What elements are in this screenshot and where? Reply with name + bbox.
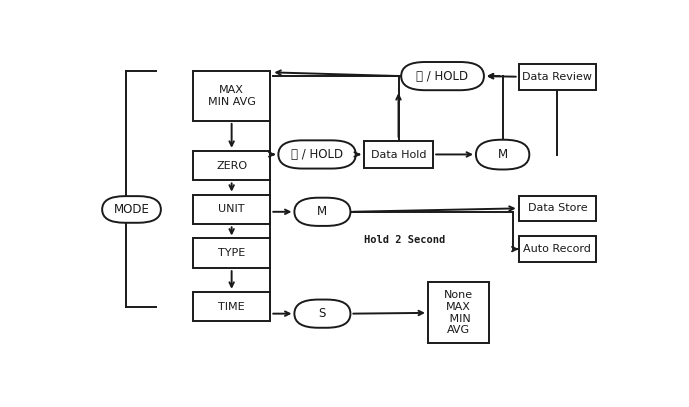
FancyBboxPatch shape <box>294 300 351 328</box>
FancyBboxPatch shape <box>401 62 484 90</box>
Text: Data Hold: Data Hold <box>371 150 426 160</box>
FancyBboxPatch shape <box>294 198 351 226</box>
FancyBboxPatch shape <box>476 140 529 169</box>
Text: M: M <box>497 148 508 161</box>
Text: S: S <box>319 307 326 320</box>
Text: ⏻ / HOLD: ⏻ / HOLD <box>291 148 343 161</box>
Text: ⏻ / HOLD: ⏻ / HOLD <box>416 70 469 83</box>
FancyBboxPatch shape <box>428 282 489 344</box>
Text: MODE: MODE <box>114 203 150 216</box>
Text: Data Store: Data Store <box>528 204 587 213</box>
FancyBboxPatch shape <box>193 151 270 180</box>
FancyBboxPatch shape <box>193 195 270 224</box>
Text: MAX
MIN AVG: MAX MIN AVG <box>207 85 256 107</box>
FancyBboxPatch shape <box>519 195 596 221</box>
FancyBboxPatch shape <box>519 236 596 262</box>
Text: TIME: TIME <box>218 302 245 312</box>
FancyBboxPatch shape <box>193 71 270 121</box>
Text: Data Review: Data Review <box>522 72 593 82</box>
Text: Auto Record: Auto Record <box>524 244 591 254</box>
Text: UNIT: UNIT <box>218 204 245 214</box>
FancyBboxPatch shape <box>364 141 433 168</box>
FancyBboxPatch shape <box>193 292 270 322</box>
Text: TYPE: TYPE <box>218 248 245 258</box>
FancyBboxPatch shape <box>278 140 356 168</box>
FancyBboxPatch shape <box>102 196 161 223</box>
Text: ZERO: ZERO <box>216 161 247 171</box>
FancyBboxPatch shape <box>519 64 596 90</box>
Text: Hold 2 Second: Hold 2 Second <box>364 235 445 245</box>
Text: M: M <box>318 205 327 218</box>
FancyBboxPatch shape <box>193 239 270 268</box>
Text: None
MAX
 MIN
AVG: None MAX MIN AVG <box>444 291 473 335</box>
